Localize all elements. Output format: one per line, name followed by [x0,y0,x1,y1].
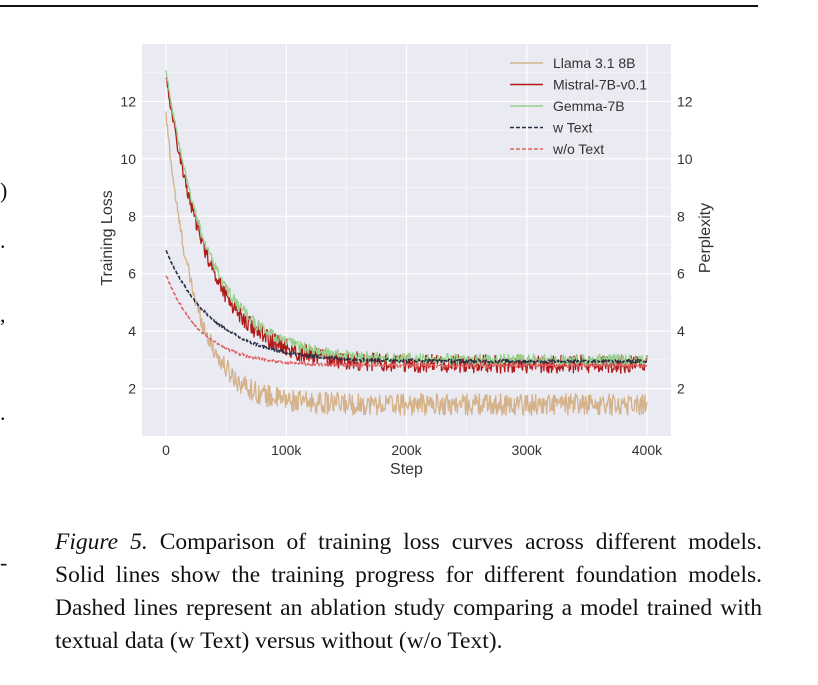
y-axis-label: Training Loss [99,190,116,285]
legend-entry: Gemma-7B [553,98,625,114]
y-tick-label: 8 [128,208,136,224]
y-right-tick-label: 10 [677,151,693,167]
legend-entry: w/o Text [552,141,604,157]
x-tick-label: 300k [512,442,543,458]
margin-glyph: - [0,550,8,575]
y-right-tick-label: 6 [677,266,685,282]
y-tick-label: 2 [128,381,136,397]
caption-text: Comparison of training loss curves acros… [55,529,762,654]
y-tick-label: 12 [120,93,136,109]
y-right-tick-label: 2 [677,381,685,397]
y-tick-label: 6 [128,266,136,282]
margin-glyph: . [0,400,6,425]
legend-entry: Mistral-7B-v0.1 [553,77,647,93]
legend-entry: w Text [552,120,593,136]
x-axis-label: Step [390,461,423,478]
top-rule [0,5,758,7]
x-tick-label: 200k [391,442,422,458]
x-tick-label: 400k [632,442,663,458]
adjacent-column-fragment: ) . , . - [0,60,14,680]
training-loss-chart: 0 100k 200k 300k 400k 2 4 6 8 10 12 2 4 6 8 10 12 Step Tra… [99,44,714,478]
y-right-tick-label: 8 [677,208,685,224]
series-line-4 [165,275,648,368]
series-line-2 [165,70,648,367]
y-tick-label: 4 [128,323,136,339]
caption-label: Figure 5. [55,529,148,555]
margin-glyph: . [0,228,6,253]
y-right-tick-label: 4 [677,323,685,339]
series-line-3 [165,249,648,364]
y-right-axis-label: Perplexity [697,203,714,273]
margin-glyph: , [0,302,6,327]
y-tick-label: 10 [120,151,136,167]
x-tick-label: 0 [162,442,170,458]
x-tick-label: 100k [271,442,302,458]
series-line-0 [165,111,648,416]
figure-caption: Figure 5. Comparison of training loss cu… [55,526,762,658]
y-right-tick-label: 12 [677,93,693,109]
legend-entry: Llama 3.1 8B [553,55,636,71]
margin-glyph: ) [0,178,8,203]
